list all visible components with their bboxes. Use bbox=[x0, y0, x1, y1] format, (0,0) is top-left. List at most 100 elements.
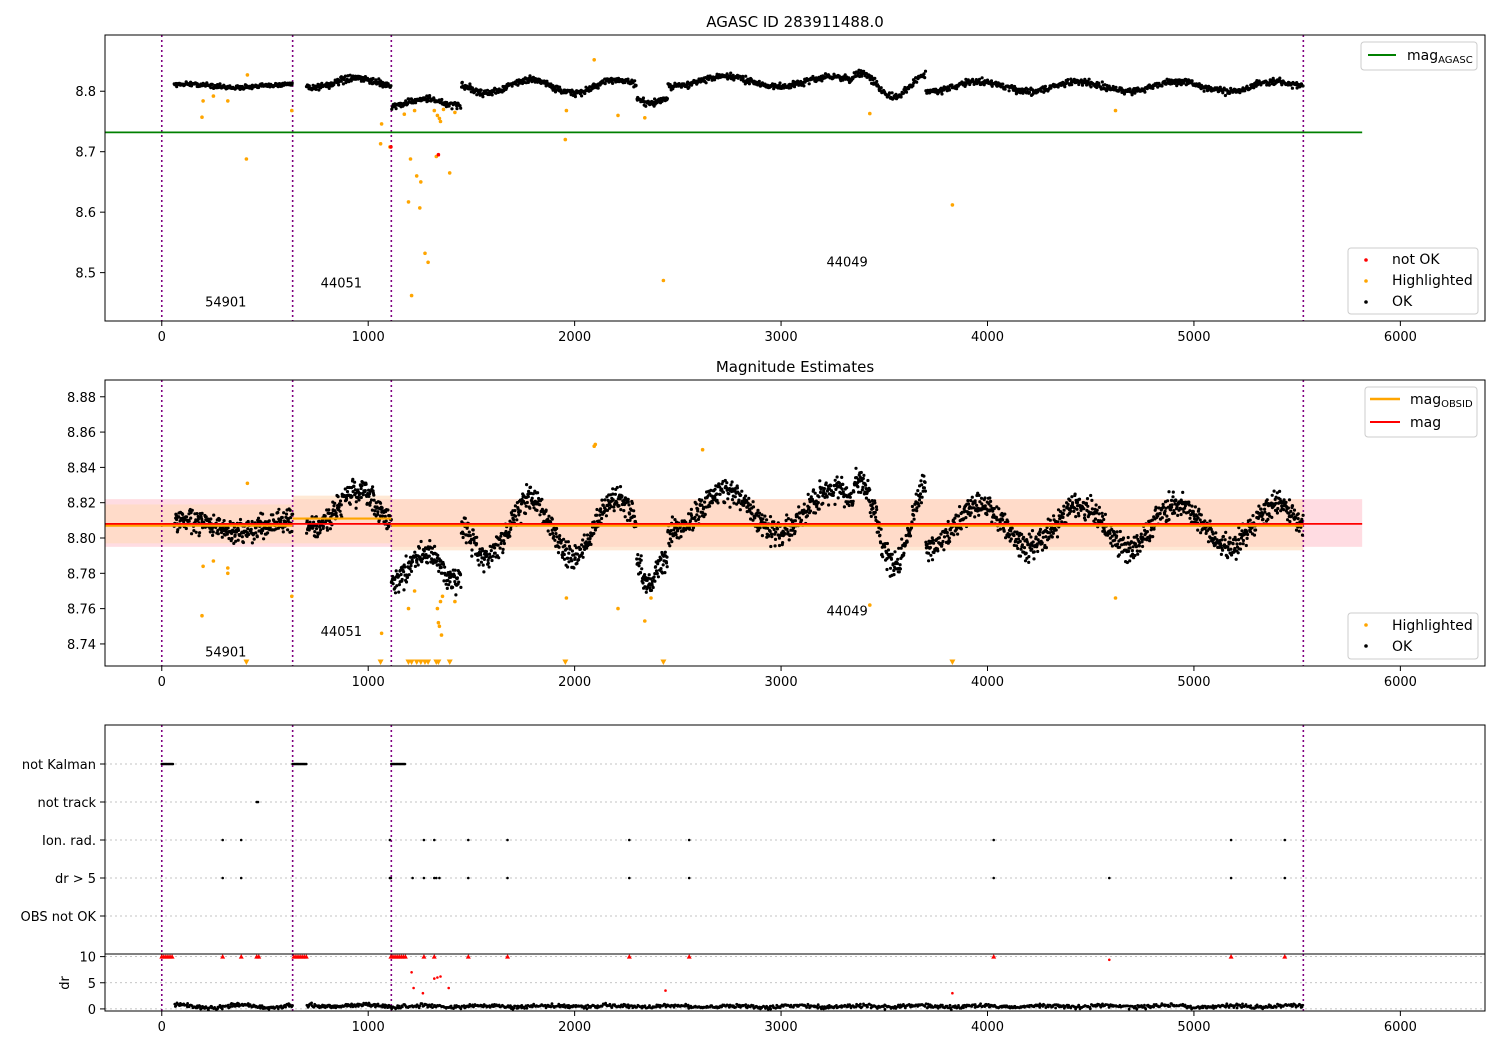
estimates-ok-point bbox=[952, 533, 956, 537]
agasc-ok-point bbox=[940, 92, 944, 96]
estimates-ok-point bbox=[946, 519, 950, 524]
estimates-ok-point bbox=[926, 551, 931, 555]
estimates-ok-point bbox=[1152, 527, 1156, 531]
estimates-ok-point bbox=[552, 534, 556, 538]
estimates-ok-point bbox=[988, 496, 992, 500]
estimates-clipped-marker bbox=[949, 659, 956, 665]
agasc-ok-point bbox=[964, 77, 968, 81]
estimates-ok-point bbox=[919, 501, 924, 505]
estimates-ok-point bbox=[886, 548, 891, 552]
agasc-ok-point bbox=[744, 74, 748, 78]
estimates-ok-point bbox=[835, 475, 839, 479]
estimates-highlighted-point bbox=[564, 596, 569, 600]
estimates-ok-point bbox=[833, 478, 837, 482]
agasc-ok-point bbox=[1151, 86, 1155, 90]
estimates-ok-point bbox=[973, 499, 977, 503]
estimates-ok-point bbox=[354, 506, 358, 510]
estimates-ok-point bbox=[277, 507, 281, 511]
estimates-ok-point bbox=[930, 558, 935, 562]
estimates-ok-point bbox=[515, 518, 519, 522]
agasc-highlighted-point bbox=[200, 115, 204, 119]
estimates-ok-point bbox=[620, 494, 624, 498]
estimates-ok-point bbox=[289, 516, 293, 520]
dr-ok-point bbox=[226, 1003, 230, 1007]
estimates-ok-point bbox=[1009, 537, 1013, 541]
estimates-ok-point bbox=[1169, 508, 1173, 512]
estimates-ok-point bbox=[985, 512, 989, 517]
estimates-ok-point bbox=[323, 514, 327, 518]
estimates-ok-point bbox=[348, 502, 352, 506]
agasc-ok-point bbox=[1271, 76, 1275, 80]
estimates-ok-point bbox=[728, 505, 732, 509]
estimates-ok-point bbox=[335, 514, 339, 519]
estimates-ok-point bbox=[805, 514, 810, 518]
estimates-ok-point bbox=[575, 561, 579, 566]
estimates-ok-point bbox=[1017, 534, 1021, 538]
estimates-ok-point bbox=[1121, 536, 1126, 540]
estimates-ok-point bbox=[177, 515, 181, 519]
estimates-ok-point bbox=[902, 551, 906, 555]
estimates-ok-point bbox=[668, 532, 672, 536]
estimates-ok-point bbox=[531, 492, 535, 496]
agasc-ok-point bbox=[841, 78, 845, 82]
estimates-ok-point bbox=[370, 508, 374, 512]
estimates-ok-point bbox=[1149, 528, 1153, 532]
agasc-ok-point bbox=[1173, 81, 1177, 85]
estimates-ok-point bbox=[546, 529, 550, 533]
estimates-ok-point bbox=[659, 557, 663, 561]
estimates-ok-point bbox=[845, 486, 849, 490]
estimates-ok-point bbox=[606, 498, 610, 502]
estimates-ok-point bbox=[1000, 511, 1004, 516]
flag-row-label: dr > 5 bbox=[55, 872, 96, 887]
agasc-ok-point bbox=[359, 79, 363, 83]
agasc-ok-point bbox=[641, 96, 646, 100]
agasc-ok-point bbox=[314, 87, 318, 91]
estimates-ok-point bbox=[793, 529, 797, 534]
estimates-ok-point bbox=[1224, 530, 1228, 535]
estimates-ok-point bbox=[899, 546, 903, 550]
estimates-ok-point bbox=[1069, 509, 1073, 513]
estimates-ok-point bbox=[1032, 550, 1036, 554]
estimates-ok-point bbox=[1138, 549, 1142, 553]
estimates-ok-point bbox=[360, 484, 364, 488]
estimates-ok-point bbox=[474, 542, 479, 546]
agasc-ok-point bbox=[899, 95, 903, 99]
estimates-ok-point bbox=[363, 489, 367, 493]
estimates-ok-point bbox=[653, 579, 657, 583]
estimates-ok-point bbox=[688, 527, 692, 531]
estimates-ok-point bbox=[1103, 512, 1107, 517]
agasc-ok-point bbox=[437, 98, 441, 102]
estimates-ok-point bbox=[983, 504, 987, 508]
agasc-not-ok-point bbox=[389, 145, 393, 149]
flag-point bbox=[411, 876, 414, 880]
estimates-ok-point bbox=[1074, 515, 1078, 519]
estimates-ok-point bbox=[1236, 551, 1240, 555]
agasc-highlighted-point bbox=[447, 171, 452, 175]
dr-ok-point bbox=[218, 1004, 222, 1007]
estimates-ok-point bbox=[397, 583, 401, 587]
estimates-ok-point bbox=[218, 517, 222, 521]
estimates-ok-point bbox=[730, 498, 735, 502]
estimates-ok-point bbox=[643, 585, 647, 589]
estimates-ok-point bbox=[1075, 507, 1079, 511]
estimates-highlighted-point bbox=[700, 447, 705, 452]
estimates-ok-point bbox=[354, 500, 358, 504]
estimates-ok-point bbox=[628, 518, 632, 523]
estimates-highlighted-point bbox=[226, 571, 230, 576]
agasc-ok-point bbox=[428, 96, 432, 100]
estimates-ok-point bbox=[557, 545, 561, 549]
estimates-highlighted-point bbox=[200, 613, 204, 618]
agasc-highlighted-point bbox=[616, 113, 620, 118]
estimates-ok-point bbox=[336, 495, 340, 499]
agasc-ok-point bbox=[1156, 85, 1160, 89]
estimates-ok-point bbox=[885, 541, 890, 546]
estimates-ok-point bbox=[774, 530, 778, 534]
agasc-ytick-label: 8.8 bbox=[75, 85, 96, 100]
estimates-ok-point bbox=[282, 511, 286, 515]
estimates-ok-point bbox=[175, 517, 179, 522]
estimates-ok-point bbox=[1083, 518, 1087, 522]
flag-point bbox=[628, 876, 631, 880]
estimates-ok-point bbox=[916, 489, 920, 493]
legend-label-mag: mag bbox=[1410, 415, 1441, 431]
dr-ok-point bbox=[174, 1004, 178, 1008]
